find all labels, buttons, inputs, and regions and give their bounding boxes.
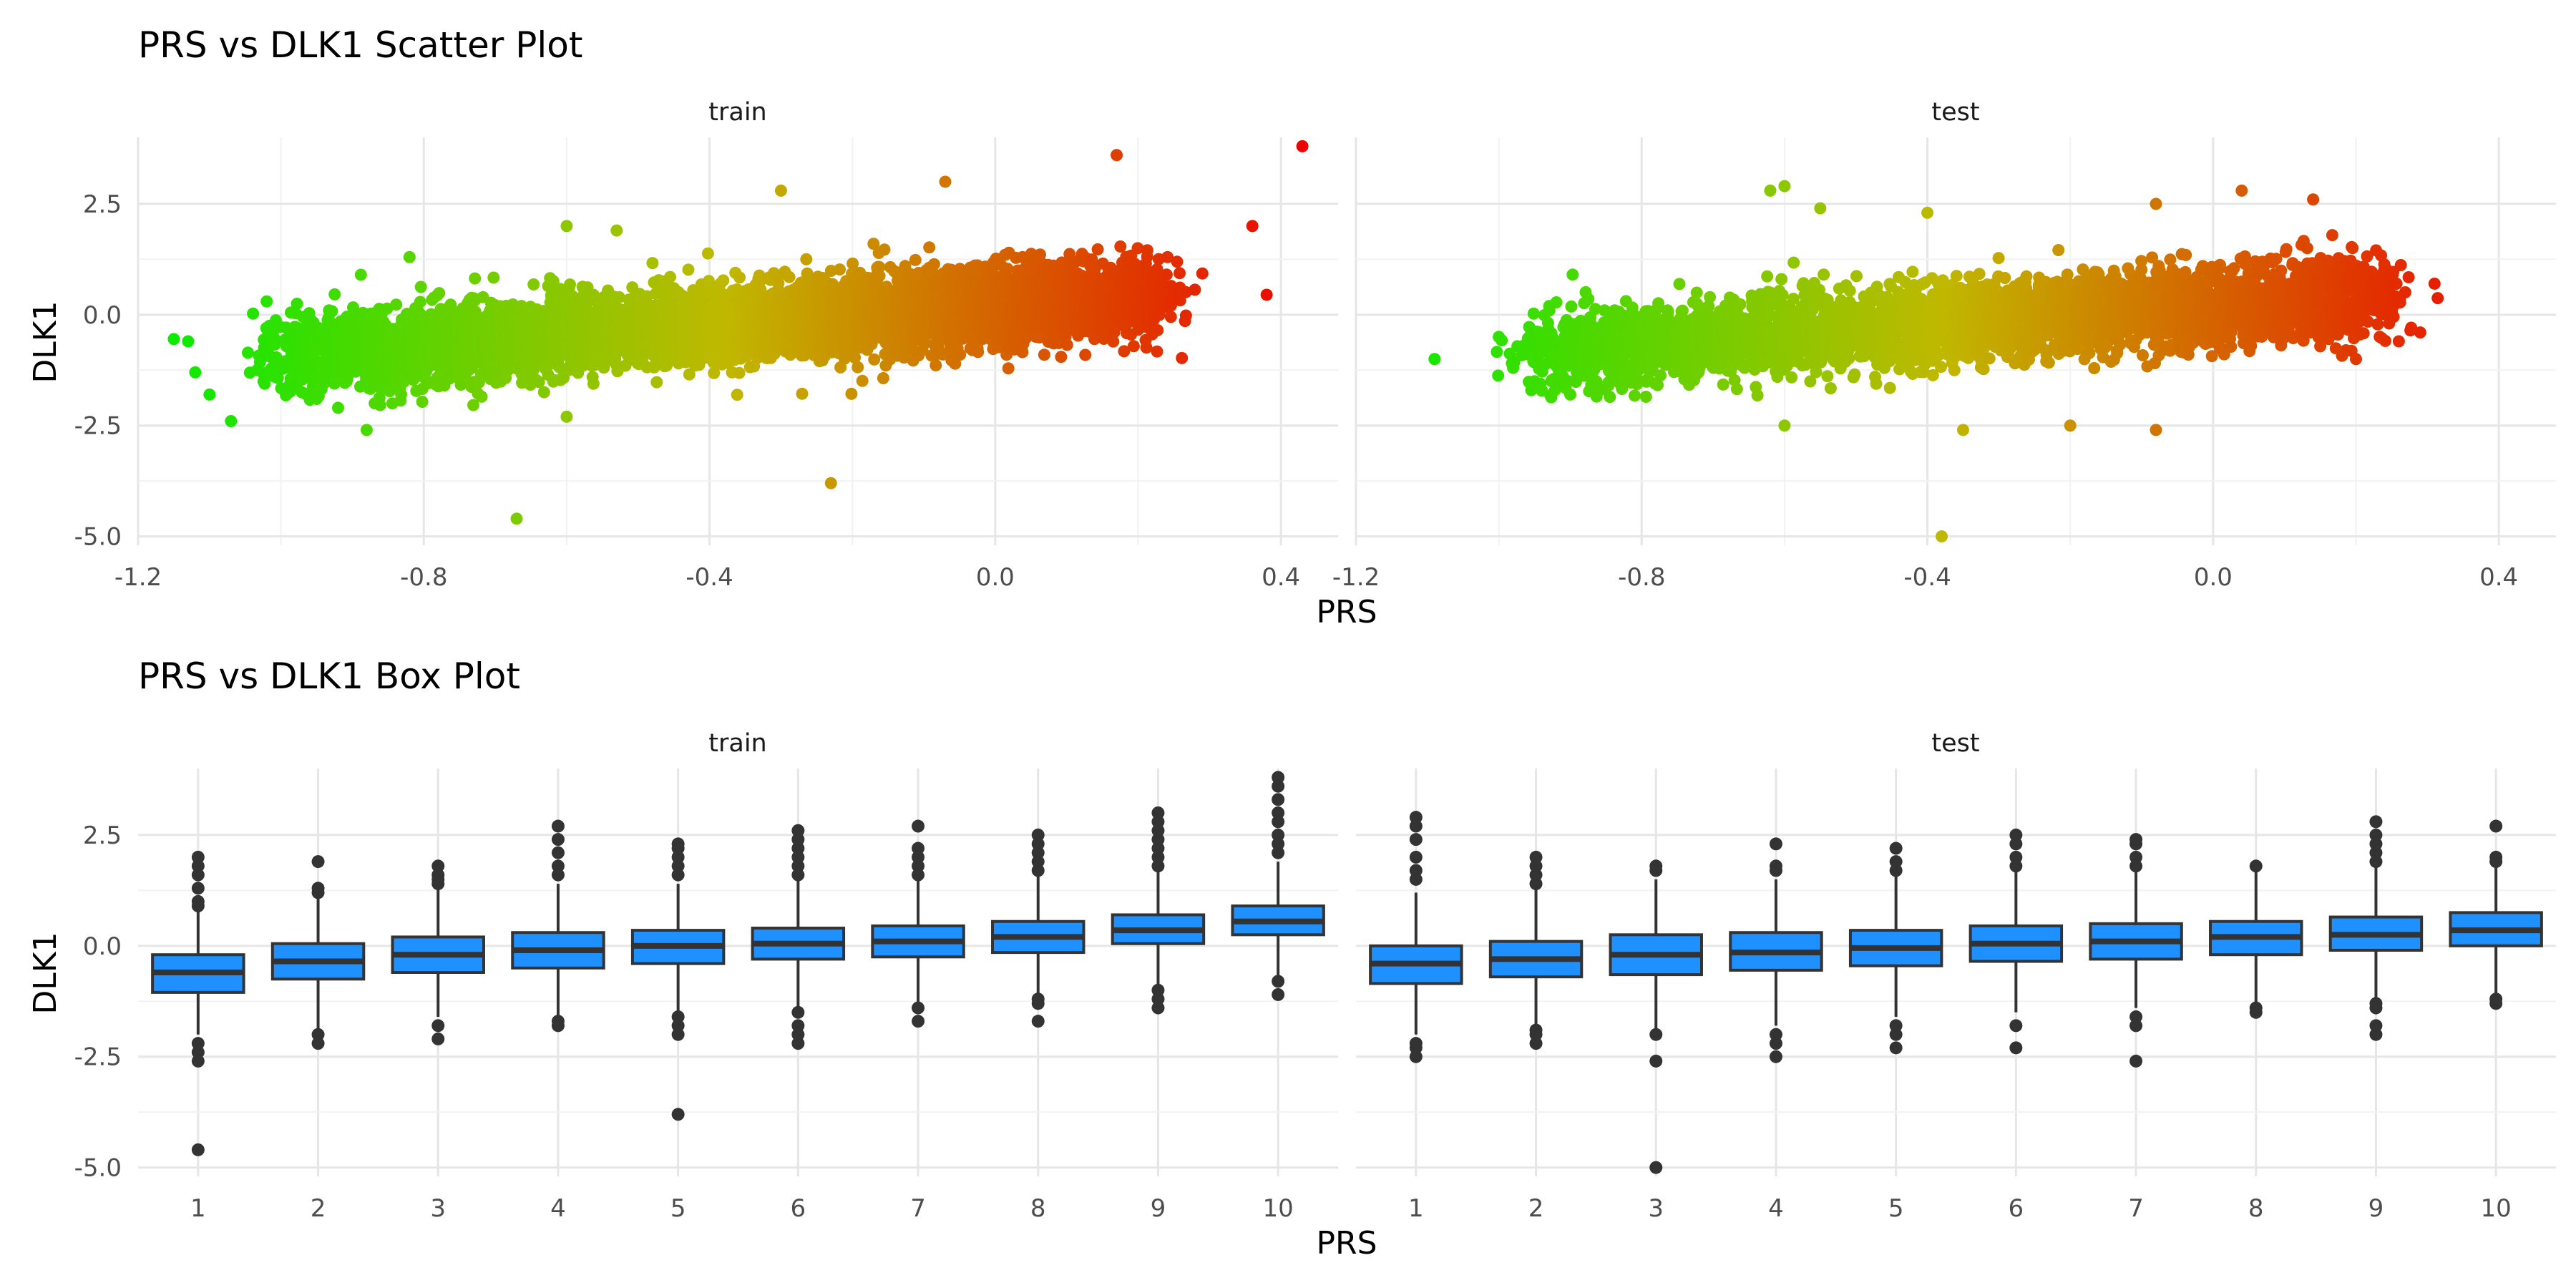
- scatter-point: [291, 298, 303, 310]
- scatter-x-axis-title: PRS: [1316, 594, 1377, 630]
- scatter-point: [1055, 351, 1068, 364]
- scatter-point: [834, 263, 846, 276]
- scatter-point: [433, 287, 446, 300]
- scatter-point: [733, 271, 746, 284]
- scatter-train-points: [167, 140, 1309, 525]
- scatter-point: [1001, 263, 1014, 275]
- scatter-point: [1060, 338, 1073, 351]
- scatter-point: [414, 296, 426, 308]
- scatter-point: [877, 372, 889, 384]
- scatter-point: [253, 356, 266, 369]
- scatter-point: [682, 263, 695, 276]
- scatter-point: [381, 302, 394, 315]
- scatter-point: [845, 387, 858, 400]
- scatter-point: [390, 298, 403, 311]
- scatter-point: [469, 272, 482, 285]
- scatter-point: [923, 241, 936, 254]
- scatter-point: [242, 346, 254, 359]
- scatter-point: [930, 359, 942, 371]
- scatter-point: [271, 371, 284, 384]
- scatter-panel-train: -1.2 -0.8 -0.4 0.0 0.4 2.50.0-2.5-5.0: [74, 137, 1338, 592]
- scatter-point: [868, 353, 881, 366]
- scatter-point: [954, 348, 967, 361]
- scatter-point: [374, 399, 386, 411]
- scatter-facet-label-train: train: [708, 98, 766, 127]
- scatter-point: [878, 243, 891, 256]
- box-facet-label-train: train: [708, 729, 766, 758]
- scatter-point: [796, 387, 809, 400]
- scatter-point: [646, 257, 659, 270]
- scatter-point: [258, 377, 271, 390]
- scatter-point: [475, 390, 488, 403]
- scatter-point: [564, 278, 576, 291]
- scatter-y-axis-title: DLK1: [27, 301, 64, 383]
- scatter-point: [717, 274, 730, 287]
- scatter-point: [783, 270, 796, 283]
- scatter-point: [527, 278, 540, 291]
- scatter-point: [1002, 362, 1015, 375]
- scatter-point: [1038, 348, 1050, 361]
- box-plot-title: PRS vs DLK1 Box Plot: [138, 655, 520, 697]
- scatter-point: [414, 280, 427, 293]
- box-facet-label-test: test: [1931, 729, 1979, 758]
- scatter-point: [731, 389, 743, 401]
- scatter-point: [873, 270, 886, 282]
- scatter-plot-title: PRS vs DLK1 Scatter Plot: [138, 24, 582, 66]
- scatter-point: [856, 374, 869, 387]
- scatter-point: [909, 253, 922, 266]
- box-x-axis-title: PRS: [1316, 1225, 1377, 1262]
- scatter-point: [416, 396, 429, 408]
- scatter-point: [664, 270, 676, 283]
- box-y-axis-title: DLK1: [27, 932, 64, 1014]
- scatter-point: [395, 388, 408, 401]
- scatter-point: [852, 361, 864, 374]
- scatter-point: [247, 307, 260, 320]
- scatter-point: [650, 376, 663, 389]
- scatter-point: [972, 346, 985, 358]
- scatter-point: [587, 377, 600, 390]
- scatter-point: [487, 271, 500, 284]
- scatter-point: [1091, 243, 1104, 255]
- scatter-point: [733, 366, 746, 379]
- scatter-point: [800, 253, 813, 265]
- scatter-point: [347, 301, 359, 314]
- scatter-point: [537, 386, 550, 399]
- scatter-point: [701, 247, 714, 260]
- scatter-point: [384, 385, 396, 398]
- scatter-point: [927, 258, 940, 270]
- scatter-point: [1079, 348, 1092, 361]
- scatter-point: [268, 338, 281, 351]
- scatter-facet-label-test: test: [1931, 98, 1979, 127]
- scatter-point: [326, 305, 338, 318]
- scatter-point: [328, 288, 341, 301]
- scatter-point: [354, 268, 367, 281]
